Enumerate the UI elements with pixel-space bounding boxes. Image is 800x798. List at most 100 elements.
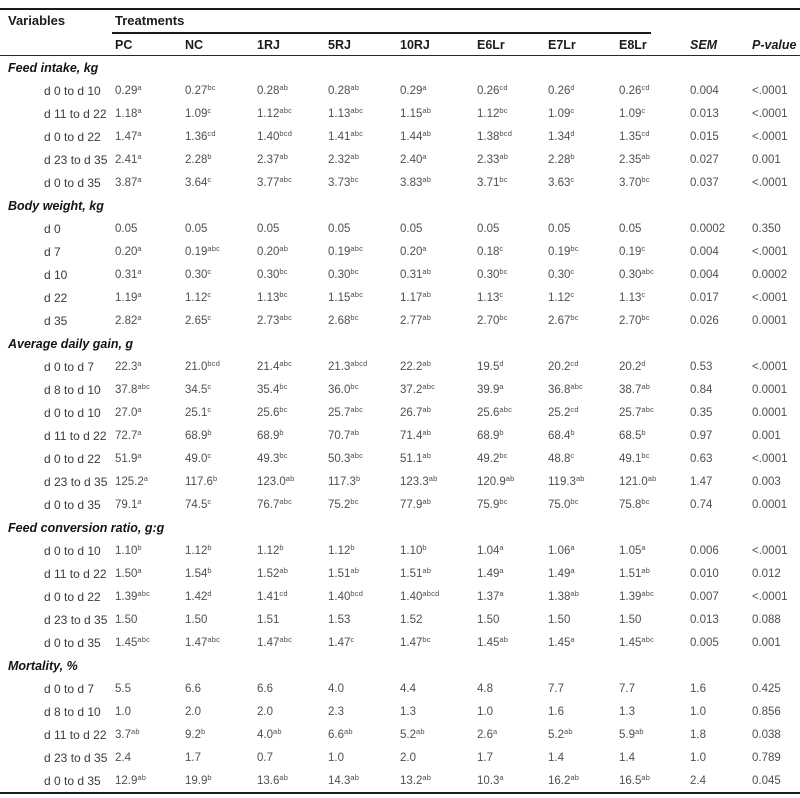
table-row: d 0 to d 7 5.5 6.6 6.6 4.0 4.4 4.8 7.7 7.7 1.6 0.4… (0, 677, 800, 700)
significance-superscript: abcd (350, 358, 368, 368)
sem-value-cell: 1.6 (690, 682, 706, 695)
sem-value-cell: 0.97 (690, 429, 713, 442)
table-row: d 11 to d 22 3.7ab 9.2b 4.0ab 6.6ab 5.2ab 2.6a… (0, 723, 800, 746)
significance-superscript: b (207, 427, 212, 437)
significance-superscript: abc (641, 404, 655, 414)
significance-superscript: bc (570, 312, 579, 322)
treatment-value-cell: 0.30c (548, 266, 575, 281)
treatment-value-cell: 1.45abc (115, 634, 151, 649)
treatment-value-cell: 49.2bc (477, 450, 508, 465)
significance-superscript: a (143, 473, 149, 483)
treatment-value-cell: 2.28b (185, 151, 212, 166)
significance-superscript: bc (350, 312, 359, 322)
treatment-value-cell: 2.41a (115, 151, 142, 166)
treatments-results-table: Variables Treatments SEM P-value PC NC 1… (0, 8, 800, 794)
pvalue-cell: 0.088 (752, 613, 781, 626)
significance-superscript: b (279, 427, 284, 437)
treatment-value-cell: 1.12b (257, 542, 284, 557)
significance-superscript: b (422, 542, 427, 552)
treatment-value-cell: 1.05a (619, 542, 646, 557)
row-label: d 22 (44, 290, 68, 305)
treatment-value-cell: 1.50 (185, 613, 208, 626)
header-row-treatments: PC NC 1RJ 5RJ 10RJ E6Lr E7Lr E8Lr (0, 34, 800, 56)
treatment-value-cell: 0.05 (619, 222, 642, 235)
pvalue-cell: 0.001 (752, 429, 781, 442)
significance-superscript: bcd (207, 358, 221, 368)
significance-superscript: ab (350, 565, 360, 575)
treatments-group-label: Treatments (112, 10, 651, 34)
treatment-value-cell: 1.54b (185, 565, 212, 580)
treatment-value-cell: 1.12bc (477, 105, 508, 120)
row-label: d 0 to d 22 (44, 451, 101, 466)
treatment-value-cell: 25.7abc (328, 404, 364, 419)
significance-superscript: a (137, 151, 142, 161)
sem-value-cell: 0.026 (690, 314, 719, 327)
treatment-value-cell: 5.9ab (619, 726, 644, 741)
significance-superscript: a (137, 105, 142, 115)
treatment-value-cell: 0.29a (115, 82, 142, 97)
significance-superscript: a (422, 243, 427, 253)
significance-superscript: abc (350, 243, 364, 253)
treatment-value-cell: 1.41abc (328, 128, 364, 143)
treatment-value-cell: 37.8abc (115, 381, 151, 396)
treatment-value-cell: 5.2ab (548, 726, 573, 741)
section-title: Average daily gain, g (8, 336, 134, 351)
treatment-value-cell: 1.49a (477, 565, 504, 580)
treatment-value-cell: 36.0bc (328, 381, 359, 396)
row-label: d 11 to d 22 (44, 727, 107, 742)
treatment-value-cell: 2.35ab (619, 151, 651, 166)
significance-superscript: ab (279, 565, 289, 575)
treatment-value-cell: 1.13abc (328, 105, 364, 120)
significance-superscript: ab (422, 128, 432, 138)
table-row: d 0 to d 35 3.87a 3.64c 3.77abc 3.73bc 3.83ab… (0, 171, 800, 194)
significance-superscript: ab (350, 151, 360, 161)
significance-superscript: b (641, 427, 646, 437)
treatment-value-cell: 1.12c (185, 289, 212, 304)
significance-superscript: c (570, 266, 575, 276)
significance-superscript: ab (422, 450, 432, 460)
significance-superscript: d (207, 588, 212, 598)
significance-superscript: bc (279, 289, 288, 299)
treatment-value-cell: 1.47a (115, 128, 142, 143)
significance-superscript: c (570, 289, 575, 299)
treatment-value-cell: 0.26cd (477, 82, 508, 97)
row-label: d 7 (44, 244, 61, 259)
significance-superscript: abc (279, 634, 293, 644)
significance-superscript: abc (279, 174, 293, 184)
table-row: d 8 to d 10 37.8abc 34.5c 35.4bc 36.0bc 37.2a… (0, 378, 800, 401)
significance-superscript: ab (570, 772, 580, 782)
pvalue-cell: <.0001 (752, 84, 788, 97)
treatment-value-cell: 1.50 (477, 613, 500, 626)
significance-superscript: ab (422, 312, 432, 322)
treatment-value-cell: 7.7 (548, 682, 564, 695)
treatment-value-cell: 19.9b (185, 772, 212, 787)
treatment-value-cell: 2.3 (328, 705, 344, 718)
treatment-value-cell: 1.50 (548, 613, 571, 626)
treatment-value-cell: 1.35cd (619, 128, 650, 143)
table-row: d 0 to d 7 22.3a 21.0bcd 21.4abc 21.3abcd 22.… (0, 355, 800, 378)
sem-value-cell: 0.84 (690, 383, 713, 396)
significance-superscript: bc (279, 381, 288, 391)
treatment-value-cell: 1.12abc (257, 105, 293, 120)
significance-superscript: ab (505, 473, 515, 483)
treatment-value-cell: 51.1ab (400, 450, 432, 465)
significance-superscript: ab (137, 772, 147, 782)
significance-superscript: c (207, 105, 212, 115)
sem-value-cell: 0.004 (690, 84, 719, 97)
significance-superscript: abcd (422, 588, 440, 598)
significance-superscript: ab (344, 726, 353, 736)
significance-superscript: ab (422, 289, 432, 299)
treatment-value-cell: 119.3ab (548, 473, 585, 488)
pvalue-cell: 0.001 (752, 636, 781, 649)
row-label: d 11 to d 22 (44, 106, 107, 121)
sem-value-cell: 1.0 (690, 705, 706, 718)
treatment-value-cell: 77.9ab (400, 496, 432, 511)
significance-superscript: bc (499, 266, 508, 276)
treatment-value-cell: 1.09c (185, 105, 212, 120)
significance-superscript: cd (207, 128, 216, 138)
significance-superscript: bc (641, 312, 650, 322)
treatment-value-cell: 27.0a (115, 404, 142, 419)
significance-superscript: b (570, 427, 575, 437)
treatment-value-cell: 1.18a (115, 105, 142, 120)
treatment-value-cell: 76.7abc (257, 496, 293, 511)
